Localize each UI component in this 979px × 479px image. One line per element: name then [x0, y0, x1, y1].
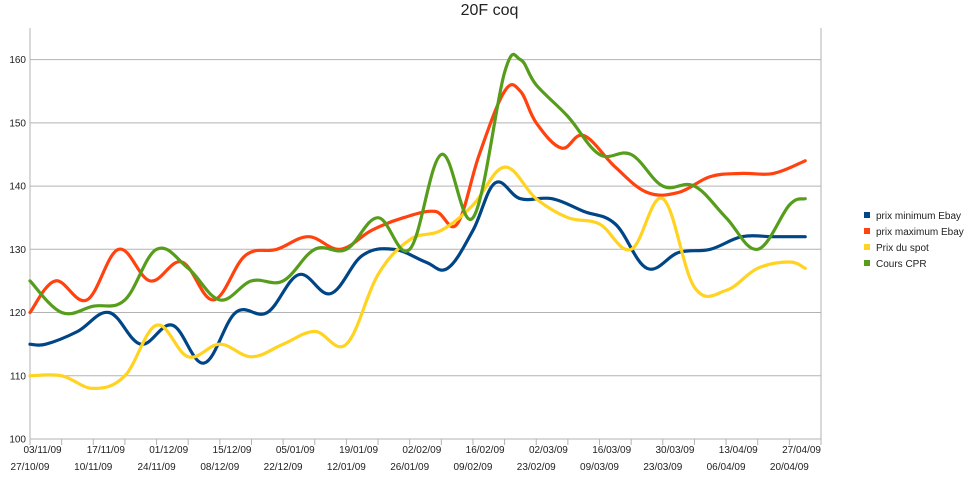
x-tick-label: 22/12/09: [264, 462, 303, 473]
legend-label: Cours CPR: [876, 259, 927, 270]
x-tick-label: 13/04/09: [719, 445, 758, 456]
x-tick-label: 27/10/09: [11, 462, 50, 473]
legend-label: prix maximum Ebay: [876, 227, 964, 238]
x-tick-label: 30/03/09: [656, 445, 695, 456]
x-tick-label: 09/02/09: [453, 462, 492, 473]
x-tick-label: 06/04/09: [707, 462, 746, 473]
y-tick-label: 130: [9, 245, 26, 256]
y-tick-label: 110: [10, 371, 26, 382]
x-tick-label: 23/02/09: [517, 462, 556, 473]
x-tick-label: 23/03/09: [643, 462, 682, 473]
chart-title: 20F coq: [460, 2, 519, 19]
x-tick-label: 05/01/09: [276, 445, 315, 456]
legend-swatch: [864, 244, 870, 250]
x-tick-label: 17/11/09: [87, 445, 126, 456]
x-tick-label: 16/03/09: [592, 445, 631, 456]
series-line-2: [28, 83, 807, 315]
y-tick-label: 150: [9, 118, 26, 129]
x-tick-label: 26/01/09: [390, 462, 429, 473]
x-tick-label: 16/02/09: [466, 445, 505, 456]
legend-label: Prix du spot: [876, 243, 929, 254]
series-line-3: [28, 165, 807, 390]
x-tick-label: 10/11/09: [74, 462, 113, 473]
legend-swatch: [864, 228, 870, 234]
y-tick-label: 120: [9, 308, 26, 319]
x-tick-label: 24/11/09: [137, 462, 176, 473]
series-line-4: [28, 52, 807, 316]
x-tick-label: 27/04/09: [782, 445, 821, 456]
x-tick-label: 02/03/09: [529, 445, 568, 456]
legend-swatch: [864, 212, 870, 218]
y-tick-label: 160: [9, 55, 26, 66]
x-tick-label: 08/12/09: [200, 462, 239, 473]
x-tick-label: 02/02/09: [402, 445, 441, 456]
x-tick-label: 01/12/09: [149, 445, 188, 456]
series-line-1: [28, 180, 807, 365]
y-tick-label: 140: [9, 182, 26, 193]
x-tick-label: 15/12/09: [213, 445, 252, 456]
x-tick-label: 03/11/09: [23, 445, 62, 456]
x-tick-label: 12/01/09: [327, 462, 366, 473]
x-tick-label: 19/01/09: [339, 445, 378, 456]
x-tick-label: 09/03/09: [580, 462, 619, 473]
x-tick-label: 20/04/09: [770, 462, 809, 473]
y-tick-label: 100: [9, 435, 26, 446]
legend-label: prix minimum Ebay: [876, 211, 961, 222]
legend-swatch: [864, 260, 870, 266]
